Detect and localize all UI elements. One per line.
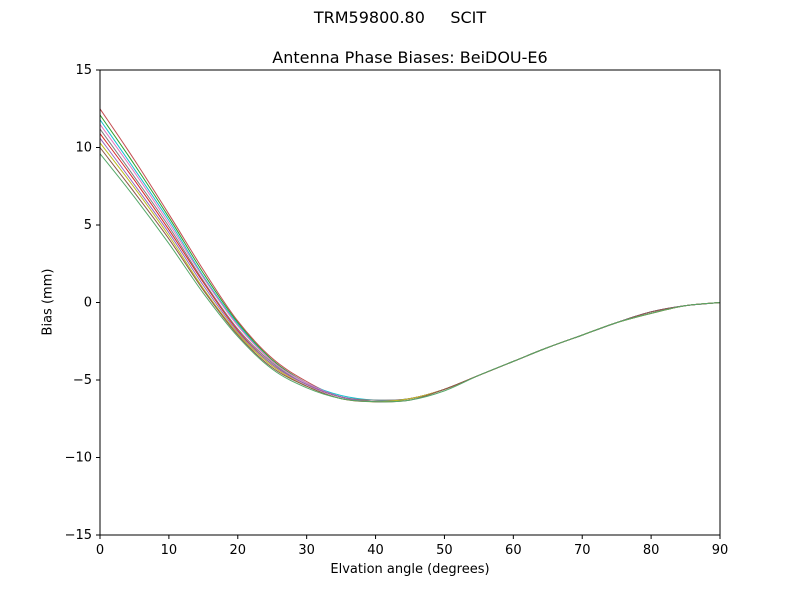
x-tick-label: 10 (161, 543, 178, 558)
x-tick-label: 50 (436, 543, 453, 558)
series-line-curve-3 (99, 119, 721, 401)
x-tick-label: 30 (298, 543, 315, 558)
chart-title: Antenna Phase Biases: BeiDOU-E6 (272, 48, 548, 67)
series-line-curve-8 (99, 142, 721, 403)
y-tick-label: 15 (75, 63, 92, 78)
series-line-curve-2 (99, 114, 721, 403)
x-tick-label: 20 (230, 543, 247, 558)
y-tick-label: 0 (84, 296, 92, 311)
x-tick-label: 40 (367, 543, 384, 558)
x-tick-label: 0 (96, 543, 104, 558)
series-line-curve-9 (99, 147, 721, 403)
y-axis-label: Bias (mm) (40, 268, 56, 336)
y-tick-label: 5 (84, 218, 92, 233)
x-tick-label: 60 (505, 543, 522, 558)
y-tick-label: −10 (65, 451, 92, 466)
axes-box (99, 69, 721, 536)
x-axis-label: Elvation angle (degrees) (330, 562, 490, 577)
series-line-curve-5 (99, 128, 721, 401)
figure-suptitle: TRM59800.80 SCIT (313, 8, 487, 27)
series-line-curve-1 (99, 108, 721, 401)
y-tick-label: −15 (65, 528, 92, 543)
x-tick-label: 80 (643, 543, 660, 558)
x-tick-label: 70 (574, 543, 591, 558)
series-line-curve-10 (99, 153, 721, 403)
x-tick-label: 90 (712, 543, 729, 558)
y-tick-label: 10 (75, 141, 92, 156)
series-line-curve-7 (99, 137, 721, 403)
y-tick-label: −5 (73, 373, 92, 388)
series-line-curve-4 (99, 124, 721, 403)
series-line-curve-6 (99, 133, 721, 403)
